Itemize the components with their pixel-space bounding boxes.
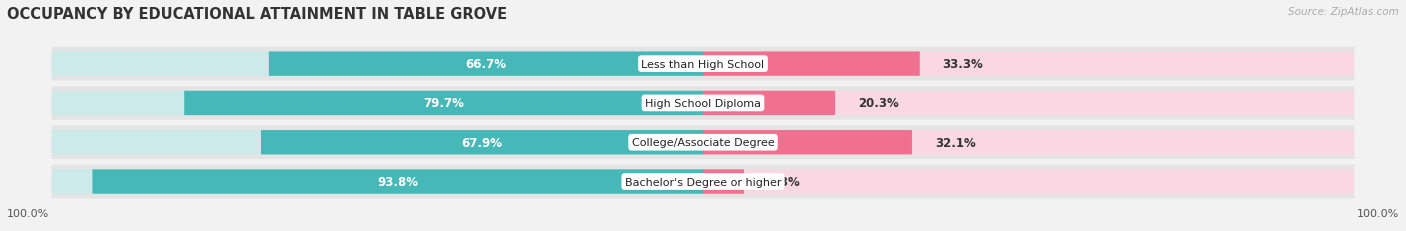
- FancyBboxPatch shape: [52, 87, 1354, 120]
- FancyBboxPatch shape: [703, 170, 1354, 194]
- Text: 6.3%: 6.3%: [766, 175, 800, 188]
- Text: 67.9%: 67.9%: [461, 136, 502, 149]
- FancyBboxPatch shape: [52, 126, 1354, 159]
- FancyBboxPatch shape: [703, 91, 835, 116]
- FancyBboxPatch shape: [269, 52, 703, 76]
- Text: 100.0%: 100.0%: [7, 208, 49, 218]
- Text: 79.7%: 79.7%: [423, 97, 464, 110]
- Text: Source: ZipAtlas.com: Source: ZipAtlas.com: [1288, 7, 1399, 17]
- FancyBboxPatch shape: [52, 131, 703, 155]
- Text: College/Associate Degree: College/Associate Degree: [631, 138, 775, 148]
- FancyBboxPatch shape: [262, 131, 703, 155]
- FancyBboxPatch shape: [52, 52, 703, 76]
- FancyBboxPatch shape: [703, 52, 1354, 76]
- Text: 100.0%: 100.0%: [1357, 208, 1399, 218]
- Text: 20.3%: 20.3%: [858, 97, 898, 110]
- Text: Less than High School: Less than High School: [641, 59, 765, 69]
- FancyBboxPatch shape: [703, 52, 920, 76]
- Text: 32.1%: 32.1%: [935, 136, 976, 149]
- FancyBboxPatch shape: [52, 48, 1354, 81]
- Text: Bachelor's Degree or higher: Bachelor's Degree or higher: [624, 177, 782, 187]
- Text: 66.7%: 66.7%: [465, 58, 506, 71]
- Text: High School Diploma: High School Diploma: [645, 98, 761, 109]
- FancyBboxPatch shape: [703, 131, 912, 155]
- FancyBboxPatch shape: [93, 170, 703, 194]
- FancyBboxPatch shape: [52, 91, 703, 116]
- Text: 93.8%: 93.8%: [377, 175, 418, 188]
- FancyBboxPatch shape: [703, 170, 744, 194]
- FancyBboxPatch shape: [52, 165, 1354, 199]
- Text: OCCUPANCY BY EDUCATIONAL ATTAINMENT IN TABLE GROVE: OCCUPANCY BY EDUCATIONAL ATTAINMENT IN T…: [7, 7, 508, 22]
- FancyBboxPatch shape: [184, 91, 703, 116]
- FancyBboxPatch shape: [52, 170, 703, 194]
- Text: 33.3%: 33.3%: [942, 58, 983, 71]
- FancyBboxPatch shape: [703, 131, 1354, 155]
- FancyBboxPatch shape: [703, 91, 1354, 116]
